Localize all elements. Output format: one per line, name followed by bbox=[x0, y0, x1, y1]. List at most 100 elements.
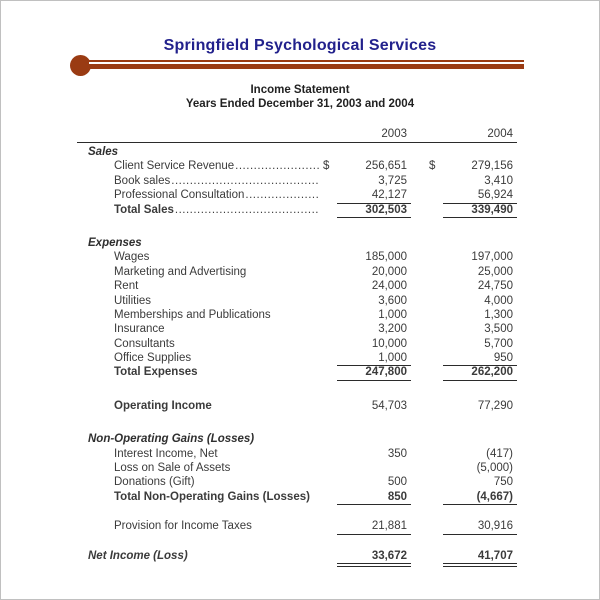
value-2003: 500 bbox=[387, 476, 407, 489]
section-heading: Non-Operating Gains (Losses) bbox=[88, 433, 255, 446]
rule-lines bbox=[89, 60, 524, 69]
value-2004: 950 bbox=[443, 351, 517, 367]
row-label-cell: Office Supplies bbox=[77, 351, 323, 365]
row-label-cell: Total Sales bbox=[77, 203, 323, 217]
statement-row: Consultants 10,000 5,700 bbox=[77, 337, 517, 351]
row-label-cell: Provision for Income Taxes bbox=[77, 519, 323, 533]
value-2004: 262,200 bbox=[443, 365, 517, 381]
statement-section: Sales Client Service Revenue $256,651 $279,… bbox=[77, 145, 517, 218]
value-2004: 197,000 bbox=[471, 251, 513, 264]
row-label: Insurance bbox=[114, 323, 165, 336]
row-label-cell: Donations (Gift) bbox=[77, 475, 323, 489]
statement-row: Net Income (Loss) 33,672 41,707 bbox=[77, 549, 517, 567]
value-2004: 77,290 bbox=[477, 399, 513, 412]
value-2004: 4,000 bbox=[484, 294, 513, 307]
value-2004: (417) bbox=[486, 447, 513, 460]
row-label: Interest Income, Net bbox=[114, 447, 218, 460]
row-label: Marketing and Advertising bbox=[114, 265, 247, 278]
value-2003: 10,000 bbox=[371, 337, 407, 350]
row-label: Total Expenses bbox=[114, 366, 198, 379]
value-2003: 1,000 bbox=[337, 351, 411, 367]
row-label-cell: Net Income (Loss) bbox=[77, 549, 323, 563]
value-2003: 42,127 bbox=[337, 188, 411, 204]
column-header-2004: 2004 bbox=[487, 128, 513, 140]
value-2003: 350 bbox=[387, 447, 407, 460]
statement-row: Provision for Income Taxes 21,881 30,916 bbox=[77, 519, 517, 535]
statement-body: Sales Client Service Revenue $256,651 $279,… bbox=[77, 145, 517, 567]
statement-row: Professional Consultation 42,127 56,924 bbox=[77, 188, 517, 204]
row-label-cell: Client Service Revenue bbox=[77, 159, 323, 173]
value-2004: 24,750 bbox=[477, 280, 513, 293]
statement-row: Loss on Sale of Assets (5,000) bbox=[77, 461, 517, 475]
value-2004: 41,707 bbox=[443, 549, 517, 567]
value-2004: 5,700 bbox=[484, 337, 513, 350]
value-2003: 850 bbox=[337, 490, 411, 506]
row-label: Total Non-Operating Gains (Losses) bbox=[114, 490, 310, 503]
statement-row: Interest Income, Net 350 (417) bbox=[77, 447, 517, 461]
statement-row: Operating Income 54,703 77,290 bbox=[77, 399, 517, 413]
value-2003: 256,651 bbox=[365, 160, 407, 173]
statement-row: Rent 24,000 24,750 bbox=[77, 279, 517, 293]
rule-bullet-circle bbox=[70, 55, 91, 76]
statement-table: 2003 2004 Sales Client Service Revenue $25… bbox=[77, 127, 517, 567]
value-2004: 30,916 bbox=[443, 519, 517, 535]
statement-title: Income Statement bbox=[250, 84, 350, 96]
statement-row: Memberships and Publications 1,000 1,300 bbox=[77, 308, 517, 322]
statement-section: Non-Operating Gains (Losses) Interest Inc… bbox=[77, 432, 517, 506]
value-2004: 3,500 bbox=[484, 323, 513, 336]
company-title: Springfield Psychological Services bbox=[163, 37, 437, 54]
section-heading: Sales bbox=[88, 146, 119, 158]
row-label: Loss on Sale of Assets bbox=[114, 462, 231, 475]
column-header-2003: 2003 bbox=[381, 128, 407, 140]
row-label-cell: Book sales bbox=[77, 174, 323, 188]
statement-row: Utilities 3,600 4,000 bbox=[77, 294, 517, 308]
dot-leader bbox=[171, 174, 320, 188]
row-label: Consultants bbox=[114, 337, 175, 350]
row-label-cell: Interest Income, Net bbox=[77, 447, 323, 461]
row-label: Office Supplies bbox=[114, 352, 192, 365]
statement-row: Insurance 3,200 3,500 bbox=[77, 322, 517, 336]
row-label-cell: Memberships and Publications bbox=[77, 308, 323, 322]
statement-section: Net Income (Loss) 33,672 41,707 bbox=[77, 549, 517, 567]
statement-row: Client Service Revenue $256,651 $279,156 bbox=[77, 159, 517, 173]
value-2004: 279,156 bbox=[471, 160, 513, 173]
row-label-cell: Operating Income bbox=[77, 399, 323, 413]
row-label-cell: Wages bbox=[77, 250, 323, 264]
row-label: Professional Consultation bbox=[114, 189, 245, 202]
statement-row: Donations (Gift) 500 750 bbox=[77, 475, 517, 489]
statement-row: Book sales 3,725 3,410 bbox=[77, 174, 517, 188]
row-label: Provision for Income Taxes bbox=[114, 520, 252, 533]
statement-section: Provision for Income Taxes 21,881 30,916 bbox=[77, 519, 517, 535]
value-2004: 339,490 bbox=[443, 203, 517, 218]
row-label: Net Income (Loss) bbox=[88, 549, 188, 562]
currency-symbol-2003: $ bbox=[323, 160, 330, 173]
value-2004: (5,000) bbox=[476, 462, 513, 475]
row-label-cell: Rent bbox=[77, 279, 323, 293]
row-label-cell: Total Non-Operating Gains (Losses) bbox=[77, 490, 323, 504]
value-2003: 3,200 bbox=[378, 323, 407, 336]
statement-row: Marketing and Advertising 20,000 25,000 bbox=[77, 265, 517, 279]
row-label: Client Service Revenue bbox=[114, 160, 235, 173]
statement-row: Total Sales 302,503 339,490 bbox=[77, 203, 517, 218]
row-label-cell: Marketing and Advertising bbox=[77, 265, 323, 279]
row-label: Wages bbox=[114, 251, 150, 264]
row-label-cell: Professional Consultation bbox=[77, 188, 323, 202]
value-2003: 247,800 bbox=[337, 365, 411, 381]
value-2003: 3,725 bbox=[378, 174, 407, 187]
value-2003: 185,000 bbox=[365, 251, 407, 264]
row-label: Total Sales bbox=[114, 203, 174, 216]
value-2003: 24,000 bbox=[371, 280, 407, 293]
row-label: Operating Income bbox=[114, 399, 212, 412]
value-2003: 54,703 bbox=[371, 399, 407, 412]
statement-section: Operating Income 54,703 77,290 bbox=[77, 399, 517, 413]
row-label: Utilities bbox=[114, 294, 152, 307]
value-2004: 25,000 bbox=[477, 265, 513, 278]
value-2003: 21,881 bbox=[337, 519, 411, 535]
value-2004: 1,300 bbox=[484, 308, 513, 321]
statement-row: Wages 185,000 197,000 bbox=[77, 250, 517, 264]
row-label-cell: Utilities bbox=[77, 294, 323, 308]
row-label: Memberships and Publications bbox=[114, 308, 271, 321]
row-label: Donations (Gift) bbox=[114, 476, 195, 489]
value-2004: 56,924 bbox=[443, 188, 517, 204]
